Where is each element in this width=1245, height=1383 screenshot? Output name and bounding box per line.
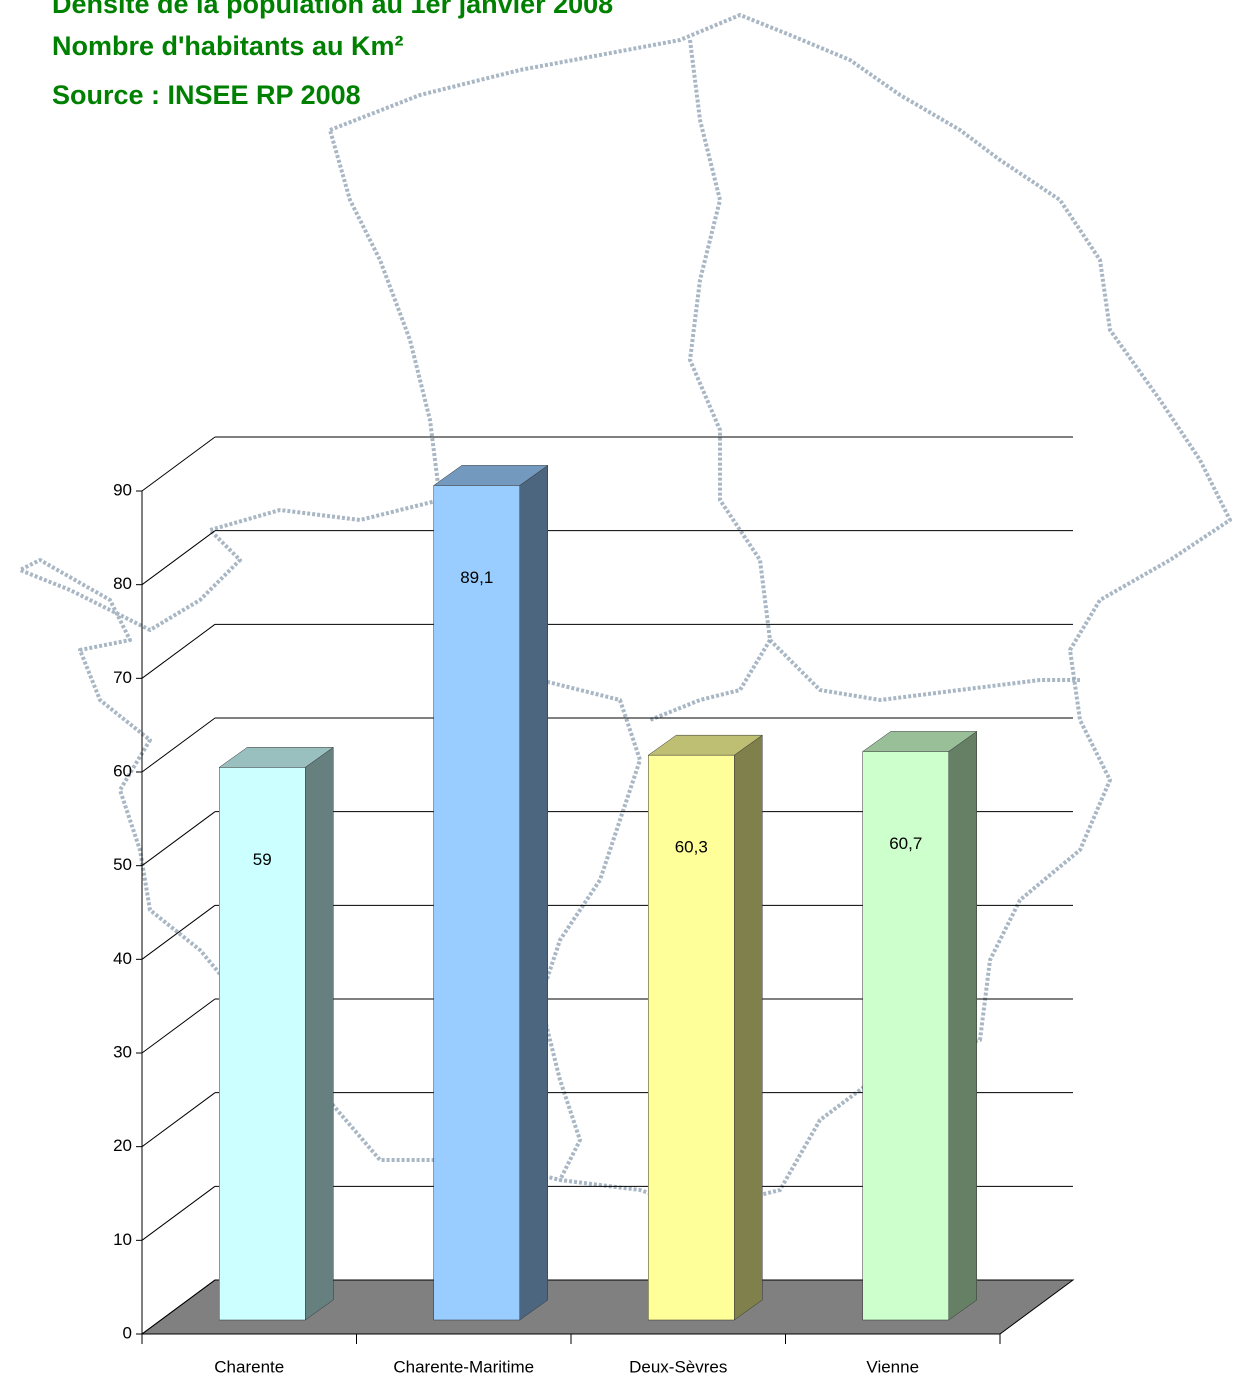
- bar-side: [948, 730, 977, 1321]
- chart-subtitle: Source : INSEE RP 2008: [52, 80, 361, 110]
- y-tick-label: 60: [113, 761, 132, 780]
- y-tick-label: 50: [113, 855, 132, 874]
- y-tick-label: 20: [113, 1136, 132, 1155]
- subtitles: Nombre d'habitants au Km² Source : INSEE …: [52, 31, 403, 110]
- chart-title: Densité de la population au 1er janvier …: [52, 0, 613, 19]
- value-label: 89,1: [460, 568, 493, 587]
- grid-line-side: [141, 530, 216, 586]
- y-tick-label: 0: [123, 1323, 132, 1342]
- bar-front: [433, 485, 520, 1321]
- value-label: 60,7: [889, 834, 922, 853]
- x-tick-label: Charente-Maritime: [393, 1357, 534, 1376]
- y-tick-label: 30: [113, 1042, 132, 1061]
- grid-line-side: [141, 904, 216, 960]
- value-label: 60,3: [675, 838, 708, 857]
- x-tick-label: Deux-Sèvres: [629, 1357, 727, 1376]
- bar-front: [219, 767, 306, 1321]
- bar: [218, 746, 335, 1321]
- bar-side: [305, 746, 334, 1321]
- bar-front: [648, 754, 735, 1321]
- y-tick-label: 40: [113, 949, 132, 968]
- grid-line-side: [141, 436, 216, 492]
- x-tick-label: Vienne: [866, 1357, 919, 1376]
- bar: [647, 734, 764, 1321]
- grid-line-side: [141, 1092, 216, 1148]
- y-tick-label: 10: [113, 1230, 132, 1249]
- grid-line-side: [141, 717, 216, 773]
- value-label: 59: [253, 850, 272, 869]
- grid-line-side: [141, 623, 216, 679]
- grid-line-side: [141, 811, 216, 867]
- grid-line-side: [141, 998, 216, 1054]
- bar-side: [734, 734, 763, 1321]
- y-tick-label: 90: [113, 480, 132, 499]
- bar: [861, 730, 978, 1321]
- grid-line-side: [141, 1185, 216, 1241]
- y-tick-label: 70: [113, 668, 132, 687]
- x-tick-label: Charente: [214, 1357, 284, 1376]
- y-tick-label: 80: [113, 574, 132, 593]
- plot-area: 0 10 20 30 40 50 60 70 80 90 59 Charente 89,1 Charent…: [113, 436, 1075, 1376]
- bar-side: [519, 464, 548, 1321]
- bar-front: [862, 751, 949, 1321]
- chart-subtitle: Nombre d'habitants au Km²: [52, 31, 403, 61]
- grid-line-side: [141, 1279, 216, 1335]
- bar: [432, 464, 549, 1321]
- map-background: [18, 13, 1232, 1212]
